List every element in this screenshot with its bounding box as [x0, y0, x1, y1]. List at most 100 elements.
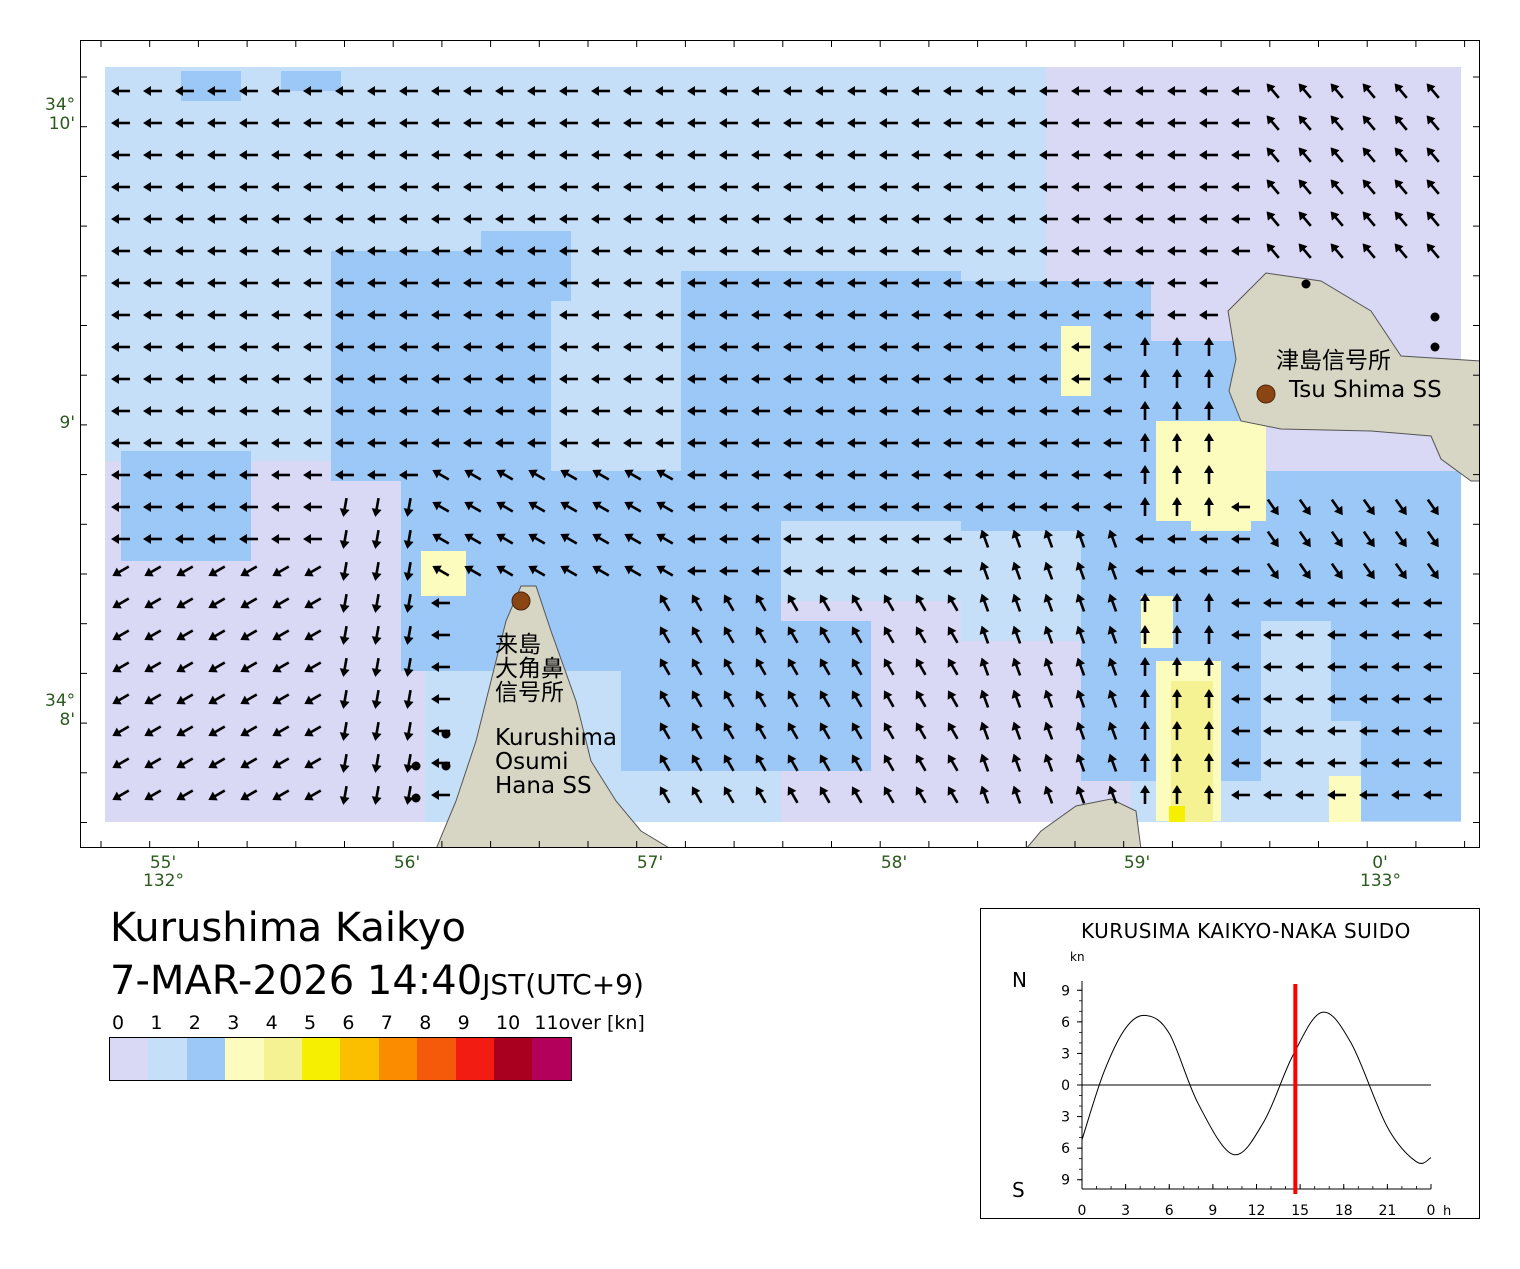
current-arrow-head: [208, 727, 218, 737]
current-arrow-head: [1423, 694, 1431, 704]
current-arrow: [1231, 502, 1250, 512]
current-arrow: [1135, 214, 1154, 224]
current-arrow: [271, 310, 290, 320]
tide-south-label: S: [1012, 1178, 1025, 1202]
current-arrow-head: [371, 764, 382, 773]
current-arrow-head: [1231, 726, 1239, 736]
current-arrow: [1172, 401, 1182, 420]
current-arrow-head: [144, 567, 154, 577]
current-arrow: [879, 438, 898, 448]
current-arrow-head: [143, 534, 151, 544]
current-arrow-head: [271, 470, 279, 480]
current-arrow: [112, 629, 130, 641]
current-arrow: [1295, 630, 1314, 640]
current-arrow-head: [111, 438, 119, 448]
current-arrow-head: [623, 310, 631, 320]
current-arrow: [143, 534, 162, 544]
current-arrow-head: [1043, 625, 1054, 635]
current-arrow-head: [272, 663, 282, 673]
current-arrow-head: [975, 470, 983, 480]
current-arrow: [339, 529, 350, 549]
current-arrow: [1327, 790, 1346, 800]
current-arrow-head: [527, 342, 535, 352]
current-arrow-head: [783, 566, 791, 576]
current-arrow-head: [403, 700, 414, 709]
current-arrow: [1362, 115, 1376, 131]
current-arrow-head: [1172, 785, 1182, 793]
current-arrow: [592, 469, 610, 481]
current-arrow-head: [495, 406, 503, 416]
current-arrow-head: [655, 86, 663, 96]
current-arrow-head: [431, 86, 439, 96]
current-arrow: [403, 689, 414, 709]
current-arrow: [399, 150, 418, 160]
current-arrow-head: [463, 86, 471, 96]
current-arrow: [915, 690, 927, 708]
current-arrow: [655, 342, 674, 352]
current-arrow: [691, 722, 703, 740]
current-arrow-head: [623, 150, 631, 160]
current-arrow-head: [975, 502, 983, 512]
current-arrow: [819, 754, 831, 772]
current-arrow: [144, 597, 162, 609]
current-arrow-head: [815, 534, 823, 544]
current-arrow: [1391, 758, 1410, 768]
current-arrow: [1330, 179, 1344, 195]
current-arrow: [656, 501, 674, 513]
current-arrow-head: [1430, 569, 1439, 580]
current-arrow: [591, 182, 610, 192]
timezone-label: JST(UTC+9): [482, 968, 644, 1001]
current-arrow: [1359, 662, 1378, 672]
current-arrow-head: [1298, 83, 1308, 93]
current-arrow: [815, 310, 834, 320]
current-arrow-head: [175, 86, 183, 96]
current-arrow: [1204, 721, 1214, 740]
current-arrow-head: [1362, 243, 1372, 253]
current-arrow: [463, 182, 482, 192]
current-arrow: [1266, 147, 1280, 163]
legend-label-1: 1: [150, 1012, 163, 1034]
current-arrow-head: [1391, 598, 1399, 608]
current-arrow-head: [559, 214, 567, 224]
current-arrow: [1172, 657, 1182, 676]
current-arrow: [851, 690, 863, 708]
tide-y-tick-label: 6: [1061, 1141, 1070, 1157]
current-arrow-head: [1103, 406, 1111, 416]
current-arrow-head: [723, 594, 733, 604]
current-arrow-head: [403, 540, 414, 549]
current-arrow-head: [1334, 569, 1343, 580]
current-arrow-head: [883, 626, 893, 636]
current-arrow: [303, 150, 322, 160]
current-arrow: [1231, 662, 1250, 672]
current-arrow: [208, 597, 226, 609]
current-arrow: [303, 374, 322, 384]
current-arrow-head: [847, 182, 855, 192]
current-arrow: [1135, 150, 1154, 160]
current-arrow-head: [559, 342, 567, 352]
current-arrow-head: [1263, 790, 1271, 800]
current-arrow: [1263, 598, 1282, 608]
current-arrow-head: [175, 150, 183, 160]
current-arrow: [303, 502, 322, 512]
current-arrow-head: [975, 310, 983, 320]
current-arrow: [687, 374, 706, 384]
current-arrow: [943, 374, 962, 384]
tide-x-tick-label: 18: [1335, 1203, 1353, 1219]
current-arrow-head: [272, 727, 282, 737]
current-arrow: [787, 786, 799, 804]
current-arrow: [656, 565, 674, 577]
current-arrow-head: [1011, 625, 1022, 635]
current-arrow: [432, 501, 450, 513]
current-arrow-head: [559, 86, 567, 96]
current-arrow-head: [751, 278, 759, 288]
current-arrow: [1394, 147, 1408, 163]
current-arrow-head: [143, 374, 151, 384]
current-arrow: [1007, 406, 1026, 416]
current-arrow: [111, 406, 130, 416]
current-arrow: [176, 693, 194, 705]
current-arrow-head: [464, 565, 474, 575]
current-arrow-head: [1302, 569, 1311, 580]
current-arrow: [464, 501, 482, 513]
current-arrow: [371, 497, 382, 517]
current-arrow-head: [464, 501, 474, 511]
